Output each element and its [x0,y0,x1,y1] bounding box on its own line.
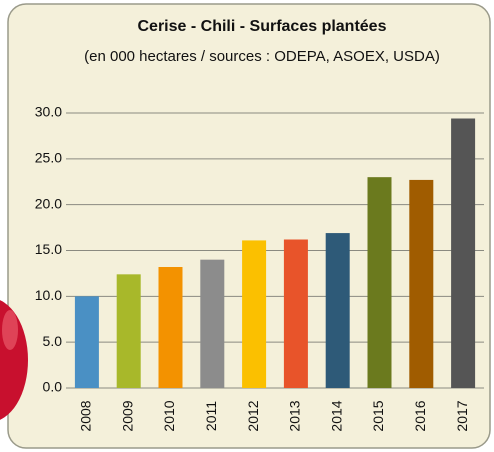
bar [409,179,434,388]
y-tick-label: 5.0 [43,333,63,349]
y-tick-label: 0.0 [43,379,63,395]
bar [451,118,476,388]
x-tick-label: 2010 [161,400,177,431]
bar [283,239,308,388]
bar [200,259,225,388]
y-tick-label: 25.0 [35,150,62,166]
x-tick-label: 2016 [412,400,428,431]
x-tick-label: 2014 [328,400,344,431]
bar [325,233,350,388]
apple-highlight [2,310,18,350]
bar [74,296,99,388]
x-tick-label: 2015 [370,400,386,431]
x-tick-label: 2009 [119,400,135,431]
bar [367,177,392,388]
y-tick-label: 10.0 [35,287,62,303]
bar [116,274,141,388]
x-tick-label: 2012 [245,400,261,431]
x-tick-label: 2011 [203,401,219,431]
chart-title: Cerise - Chili - Surfaces plantées [138,18,387,35]
x-tick-label: 2013 [287,400,303,431]
x-tick-label: 2017 [454,400,470,431]
bar [158,267,183,388]
y-tick-label: 20.0 [35,195,62,211]
chart-subtitle: (en 000 hectares / sources : ODEPA, ASOE… [84,48,440,65]
bar [242,240,267,388]
y-tick-label: 30.0 [35,104,62,120]
x-tick-label: 2008 [78,400,94,431]
y-tick-label: 15.0 [35,241,62,257]
